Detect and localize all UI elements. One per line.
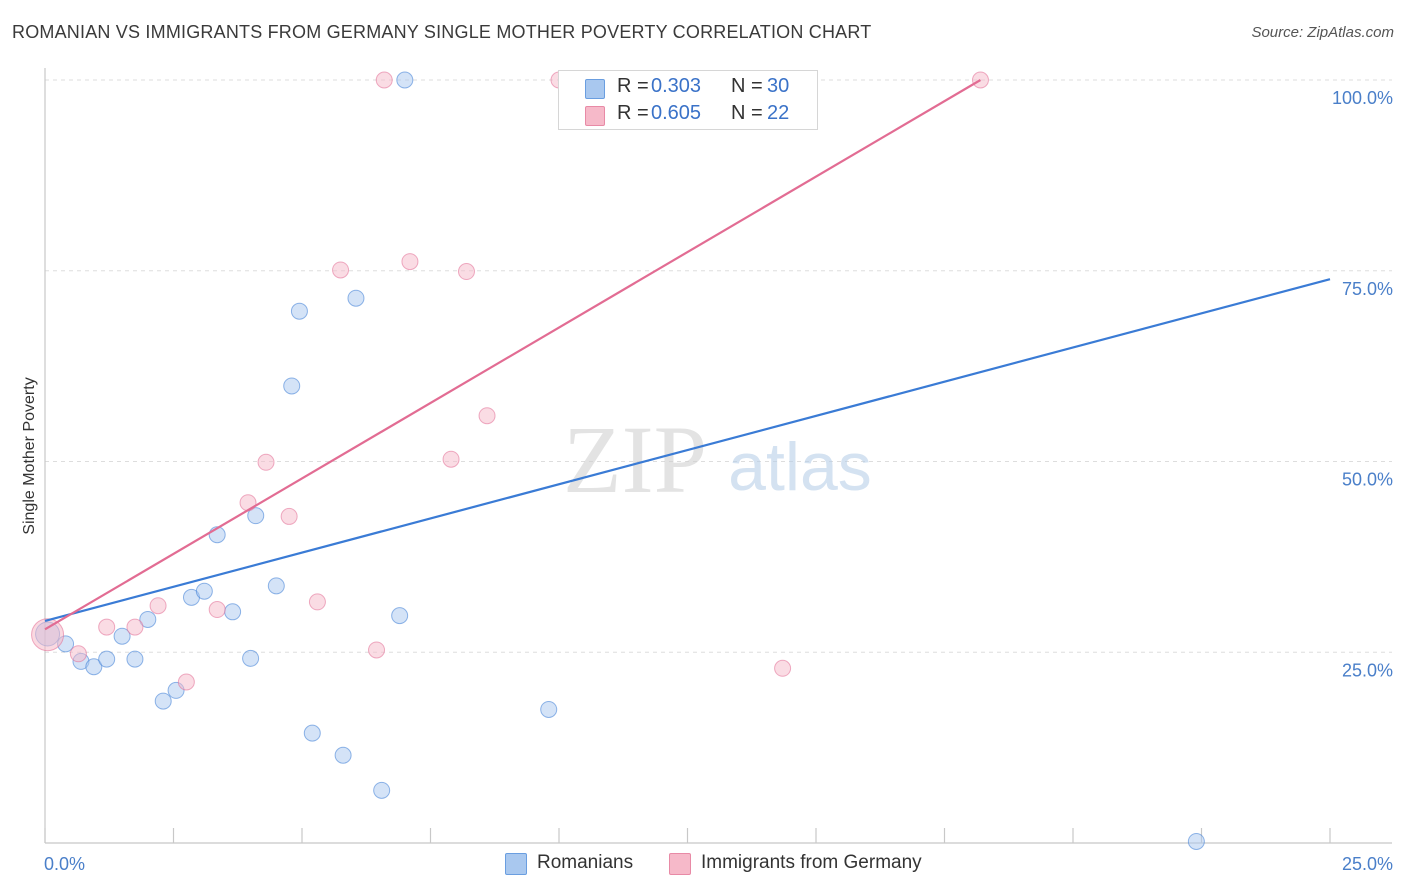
legend-swatch-romanians	[585, 79, 605, 99]
point-immigrants-germany	[457, 263, 475, 281]
point-romanians	[347, 289, 365, 307]
watermark-atlas: atlas	[728, 429, 872, 505]
point-immigrants-germany	[98, 618, 116, 636]
point-romanians	[334, 746, 352, 764]
point-immigrants-germany	[69, 645, 87, 663]
point-romanians	[224, 603, 242, 621]
legend-n-label: N =	[731, 75, 763, 97]
correlation-legend: R = 0.303 N = 30 R = 0.605 N = 22	[558, 70, 818, 130]
legend-r-label: R =	[617, 102, 649, 124]
point-romanians	[1187, 832, 1205, 850]
series-swatch-romanians	[505, 853, 527, 875]
data-points	[31, 71, 1205, 850]
y-tick-label: 50.0%	[1342, 470, 1393, 490]
point-immigrants-germany	[177, 673, 195, 691]
x-tick-label: 25.0%	[1342, 854, 1393, 874]
point-immigrants-germany	[239, 494, 257, 512]
point-romanians	[283, 377, 301, 395]
legend-n-value: 30	[767, 75, 790, 97]
point-romanians	[126, 650, 144, 668]
point-immigrants-germany	[31, 618, 65, 652]
point-romanians	[391, 607, 409, 625]
trend-lines	[44, 79, 1331, 631]
point-immigrants-germany	[774, 659, 792, 677]
point-romanians	[98, 650, 116, 668]
point-romanians	[396, 71, 414, 89]
point-immigrants-germany	[478, 407, 496, 425]
legend-n-value: 22	[767, 102, 790, 124]
point-romanians	[242, 649, 260, 667]
y-tick-label: 75.0%	[1342, 279, 1393, 299]
point-romanians	[540, 700, 558, 718]
point-romanians	[290, 302, 308, 320]
legend-r-value: 0.605	[651, 102, 702, 124]
point-immigrants-germany	[257, 453, 275, 471]
point-romanians	[195, 582, 213, 600]
series-label-immigrants-germany: Immigrants from Germany	[701, 852, 922, 873]
point-immigrants-germany	[149, 597, 167, 615]
legend-n-label: N =	[731, 102, 763, 124]
legend-swatch-immigrants-germany	[585, 106, 605, 126]
legend-r-value: 0.303	[651, 75, 702, 97]
tick-labels: 25.0% 50.0% 75.0% 100.0% 0.0% 25.0%	[44, 88, 1393, 874]
point-romanians	[154, 692, 172, 710]
point-immigrants-germany	[208, 601, 226, 619]
point-romanians	[139, 610, 157, 628]
point-romanians	[303, 724, 321, 742]
point-romanians	[267, 577, 285, 595]
point-immigrants-germany	[401, 253, 419, 271]
y-tick-label: 25.0%	[1342, 660, 1393, 680]
point-romanians	[373, 781, 391, 799]
trendline-immigrants-germany	[44, 79, 982, 631]
chart-title: ROMANIAN VS IMMIGRANTS FROM GERMANY SING…	[12, 22, 872, 42]
point-immigrants-germany	[368, 641, 386, 659]
point-immigrants-germany	[308, 593, 326, 611]
trendline-romanians	[44, 278, 1331, 623]
axes	[44, 68, 1392, 844]
x-tick-label: 0.0%	[44, 854, 85, 874]
chart-source: Source: ZipAtlas.com	[1251, 24, 1394, 41]
legend-r-label: R =	[617, 75, 649, 97]
series-swatch-immigrants-germany	[669, 853, 691, 875]
watermark-zip: ZIP	[563, 406, 707, 513]
point-immigrants-germany	[442, 450, 460, 468]
y-tick-label: 100.0%	[1332, 88, 1393, 108]
point-romanians	[113, 627, 131, 645]
point-immigrants-germany	[375, 71, 393, 89]
y-axis-label: Single Mother Poverty	[21, 377, 38, 534]
point-romanians	[247, 507, 265, 525]
point-romanians	[85, 658, 103, 676]
point-immigrants-germany	[280, 507, 298, 525]
point-immigrants-germany	[332, 261, 350, 279]
point-immigrants-germany	[126, 618, 144, 636]
series-label-romanians: Romanians	[537, 852, 634, 873]
